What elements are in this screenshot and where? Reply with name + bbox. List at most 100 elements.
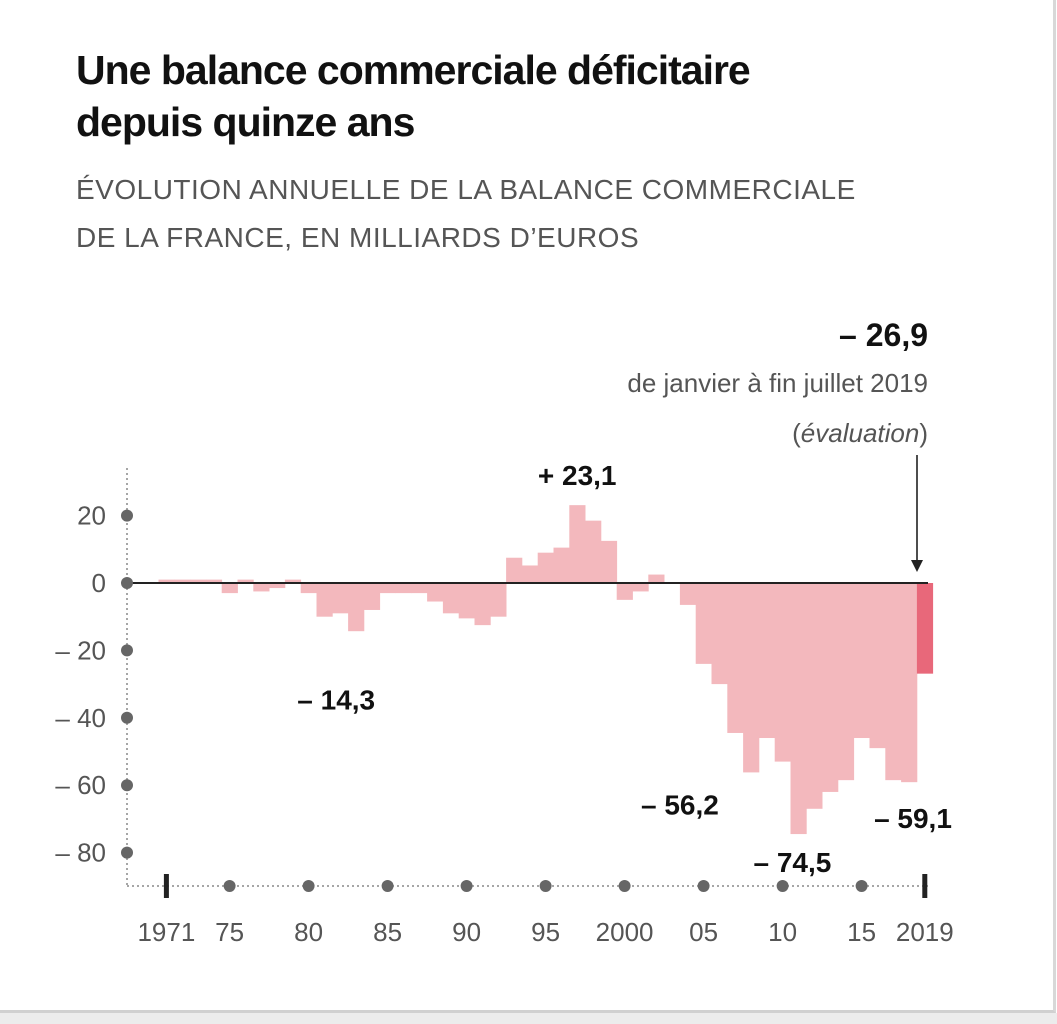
bar-2004 [679, 583, 697, 605]
x-tick-dot [776, 880, 789, 892]
y-tick-label: – 20 [55, 635, 106, 665]
annotation-line-1: de janvier à fin juillet 2019 [627, 368, 928, 398]
x-tick-label: 10 [768, 917, 797, 947]
bar-2001 [632, 583, 649, 592]
bar-1988 [427, 583, 444, 602]
y-tick-label: 0 [92, 568, 106, 598]
annotation-paren-open: ( [792, 418, 801, 448]
x-tick-label: 85 [373, 917, 402, 947]
bar-2008 [743, 583, 760, 773]
x-tick-label: 15 [847, 917, 876, 947]
x-tick-label: 80 [294, 917, 323, 947]
bar-2019 [916, 583, 934, 674]
x-tick-label: 2019 [896, 917, 954, 947]
y-tick-label: – 80 [55, 838, 106, 868]
bar-1971 [158, 579, 175, 583]
data-labels-group: – 14,3 + 23,1 – 56,2 – 74,5 – 59,1 [297, 460, 952, 878]
bar-1994 [521, 565, 539, 583]
bar-1987 [411, 583, 428, 594]
bar-1980 [300, 583, 317, 594]
bar-1999 [600, 540, 618, 583]
x-tick-dot [381, 880, 394, 892]
bar-2011 [790, 583, 807, 835]
data-label-2018: – 59,1 [874, 803, 952, 834]
bar-2007 [727, 583, 744, 733]
bar-2005 [695, 583, 712, 664]
data-label-2008: – 56,2 [641, 789, 719, 820]
bar-1982 [332, 583, 349, 614]
bar-1990 [458, 583, 475, 619]
x-tick-label: 05 [689, 917, 718, 947]
x-tick-dot [539, 880, 552, 892]
bar-2012 [806, 583, 823, 809]
bar-2006 [711, 583, 728, 685]
title-line-1: Une balance commerciale déficitaire [76, 47, 751, 93]
data-label-2011: – 74,5 [753, 847, 831, 878]
annotation-value: – 26,9 [839, 317, 928, 353]
y-ticks-group: 20 0 – 20 – 40 – 60 – 80 [55, 501, 133, 868]
bar-2014 [837, 583, 855, 781]
y-tick-label: – 40 [55, 703, 106, 733]
bar-1979 [284, 579, 302, 583]
x-tick-dot [697, 880, 710, 892]
bar-1976 [237, 579, 254, 583]
data-label-1997: + 23,1 [538, 460, 617, 491]
bar-1989 [442, 583, 460, 614]
bar-2010 [774, 583, 791, 762]
bar-1985 [379, 583, 396, 594]
x-tick-label: 1971 [137, 917, 195, 947]
bar-1995 [537, 552, 554, 583]
bar-1973 [190, 579, 207, 583]
y-tick-dot [121, 577, 133, 589]
bar-1977 [253, 583, 270, 592]
data-label-1982: – 14,3 [297, 684, 375, 715]
bar-2018 [901, 583, 918, 783]
bar-1978 [269, 583, 286, 589]
bar-2013 [822, 583, 839, 792]
bar-2017 [885, 583, 902, 781]
annotation-paren-close: ) [919, 418, 928, 448]
bar-1996 [553, 547, 570, 583]
x-tick-dot [618, 880, 631, 892]
x-tick-label: 95 [531, 917, 560, 947]
y-tick-dot [121, 779, 133, 792]
bar-1974 [205, 579, 223, 583]
bar-1975 [221, 583, 238, 594]
bar-1997 [569, 505, 586, 583]
bar-2002 [648, 574, 665, 583]
bar-1998 [585, 520, 602, 583]
chart-subtitle: ÉVOLUTION ANNUELLE DE LA BALANCE COMMERC… [76, 166, 1036, 262]
y-tick-dot [121, 846, 133, 859]
bar-2009 [758, 583, 776, 739]
x-tick-dot [460, 880, 473, 892]
x-tick-mark [922, 874, 928, 898]
x-tick-dot [223, 880, 236, 892]
annotation-arrow-head [911, 560, 923, 572]
bar-1992 [490, 583, 507, 617]
y-tick-label: 20 [77, 501, 106, 531]
annotation-italic: évaluation [801, 418, 920, 448]
bar-1986 [395, 583, 412, 594]
x-tick-dot [855, 880, 868, 892]
bar-1993 [506, 557, 523, 583]
x-ticks-group: 1971 75 80 85 90 95 2000 05 10 15 2019 [137, 874, 954, 947]
y-tick-dot [121, 711, 133, 724]
bar-2015 [853, 583, 870, 739]
bar-1991 [474, 583, 491, 626]
bar-1972 [174, 579, 191, 583]
bottom-strip [0, 1013, 1057, 1024]
subtitle-line-2: DE LA FRANCE, EN MILLIARDS D’EUROS [76, 222, 640, 253]
bar-1984 [363, 583, 381, 610]
x-tick-label: 90 [452, 917, 481, 947]
bars-group [158, 505, 934, 835]
y-tick-label: – 60 [55, 770, 106, 800]
x-tick-label: 2000 [596, 917, 654, 947]
x-tick-mark [163, 874, 169, 898]
subtitle-line-1: ÉVOLUTION ANNUELLE DE LA BALANCE COMMERC… [76, 174, 856, 205]
x-tick-dot [302, 880, 315, 892]
title-line-2: depuis quinze ans [76, 99, 415, 145]
x-tick-label: 75 [215, 917, 244, 947]
bar-2016 [869, 583, 886, 749]
